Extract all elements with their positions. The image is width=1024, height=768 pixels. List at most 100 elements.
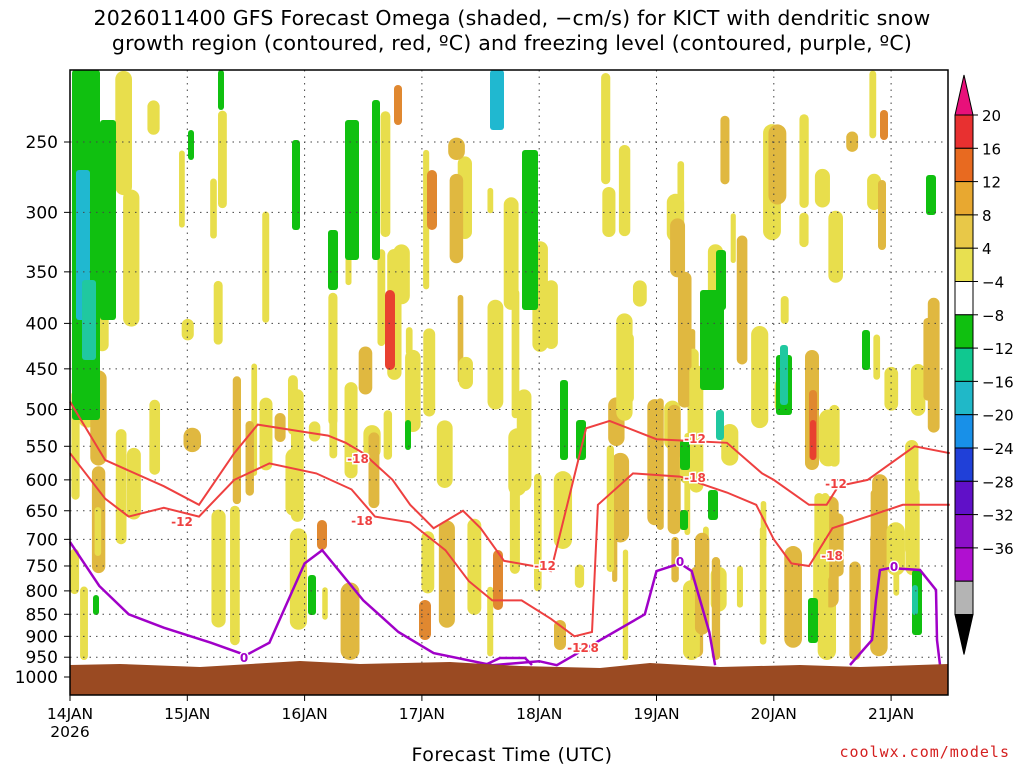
omega-cell: [147, 100, 160, 135]
omega-cell: [181, 318, 194, 341]
omega-cell: [368, 432, 380, 509]
x-axis-title: Forecast Time (UTC): [411, 744, 613, 766]
omega-cell: [405, 349, 421, 432]
omega-negative-cell: [716, 250, 726, 310]
colorbar-label: 8: [982, 207, 992, 225]
dgz-contour-label: -18: [821, 549, 843, 563]
omega-cell: [818, 409, 838, 467]
omega-cell: [487, 187, 494, 214]
y-tick-label: 950: [26, 648, 58, 668]
omega-cell: [421, 531, 435, 594]
dgz-contour-label: -12: [684, 432, 706, 446]
freezing-level-contour: [484, 656, 533, 667]
y-tick-label: 350: [26, 263, 58, 283]
omega-cell: [622, 549, 629, 660]
omega-cell: [601, 73, 611, 185]
omega-cell: [828, 210, 843, 283]
omega-negative-cell: [93, 595, 99, 615]
omega-cell: [736, 565, 743, 608]
dgz-contour-label: -18: [351, 514, 373, 528]
colorbar-label: −16: [982, 373, 1014, 391]
omega-cell: [383, 410, 393, 460]
colorbar-bottom-arrow: [954, 614, 974, 655]
dgz-contour-label: -18: [347, 452, 369, 466]
omega-shading: [70, 70, 940, 660]
x-tick-label: 18JAN: [516, 705, 562, 723]
colorbar: 20 16 12 8 4 −4 −8 −12 −16 −20 −24 −28 −32 −36: [954, 74, 1014, 655]
omega-cell: [553, 471, 573, 549]
omega-negative-cell: [308, 575, 316, 615]
colorbar-label: −32: [982, 507, 1014, 525]
omega-cell: [487, 299, 504, 410]
dgz-contour-label: -12: [567, 641, 589, 655]
colorbar-swatch: [954, 580, 974, 616]
freezing-contour-label: 0: [240, 651, 248, 665]
omega-negative-cell: [218, 70, 224, 110]
omega-cell: [671, 536, 679, 583]
omega-cell: [846, 131, 859, 152]
omega-negative-cell: [560, 380, 568, 460]
omega-cell: [344, 382, 358, 479]
omega-cell: [720, 115, 730, 185]
omega-cell: [245, 420, 254, 496]
omega-cell: [534, 473, 542, 592]
omega-cell: [377, 249, 386, 346]
omega-core: [810, 420, 816, 460]
y-tick-label: 800: [26, 582, 58, 602]
omega-cell: [405, 327, 413, 356]
omega-cell: [218, 110, 227, 209]
chart-title: 2026011400 GFS Forecast Omega (shaded, −…: [0, 6, 1024, 56]
omega-cell: [751, 326, 769, 429]
colorbar-swatch: [954, 347, 974, 382]
omega-cell: [458, 356, 473, 390]
omega-cell: [677, 271, 692, 408]
omega-cell: [467, 518, 482, 615]
omega-negative-cell: [345, 120, 359, 260]
omega-cell: [760, 500, 767, 549]
omega-core: [880, 110, 888, 140]
y-tick-label: 700: [26, 530, 58, 550]
x-tick-label: 16JAN: [281, 705, 327, 723]
omega-cell: [259, 397, 273, 471]
omega-negative-cell: [700, 290, 724, 390]
y-tick-label: 600: [26, 471, 58, 491]
x-tick-label: 21JAN: [868, 705, 914, 723]
omega-cell: [213, 280, 223, 345]
dgz-contour-label: -18: [577, 641, 599, 655]
omega-cell: [329, 351, 338, 459]
dgz-contour-label: -12: [534, 559, 556, 573]
y-tick-label: 550: [26, 437, 58, 457]
colorbar-label: 20: [982, 107, 1001, 125]
omega-negative-cell: [100, 120, 116, 320]
omega-cell: [503, 197, 519, 310]
omega-negative-cell: [328, 230, 338, 290]
omega-cell: [322, 587, 328, 620]
omega-cell: [670, 218, 686, 278]
omega-cell: [799, 212, 809, 248]
omega-cell: [94, 507, 102, 556]
omega-cell: [867, 173, 882, 211]
colorbar-label: 16: [982, 140, 1001, 158]
y-tick-label: 500: [26, 401, 58, 421]
colorbar-swatch: [954, 214, 974, 249]
x-tick-label: 14JAN: [47, 705, 93, 723]
freezing-level-contour: [68, 541, 717, 667]
omega-cell: [814, 168, 830, 208]
colorbar-swatch: [954, 147, 974, 183]
omega-cell: [179, 150, 185, 228]
omega-cell: [115, 429, 127, 545]
y-tick-label: 300: [26, 203, 58, 223]
omega-negative-cell: [576, 420, 586, 460]
y-tick-label: 1000: [15, 668, 58, 688]
omega-cell: [232, 376, 242, 505]
colorbar-swatch: [954, 114, 974, 149]
omega-cell: [784, 546, 802, 648]
omega-core: [385, 290, 395, 370]
dgz-contour-minus12: [69, 452, 950, 638]
omega-cell: [694, 532, 710, 635]
omega-strong-negative-cell: [490, 70, 504, 130]
omega-negative-cell: [926, 175, 936, 215]
omega-negative-cell: [372, 100, 380, 260]
omega-cell: [115, 70, 132, 196]
